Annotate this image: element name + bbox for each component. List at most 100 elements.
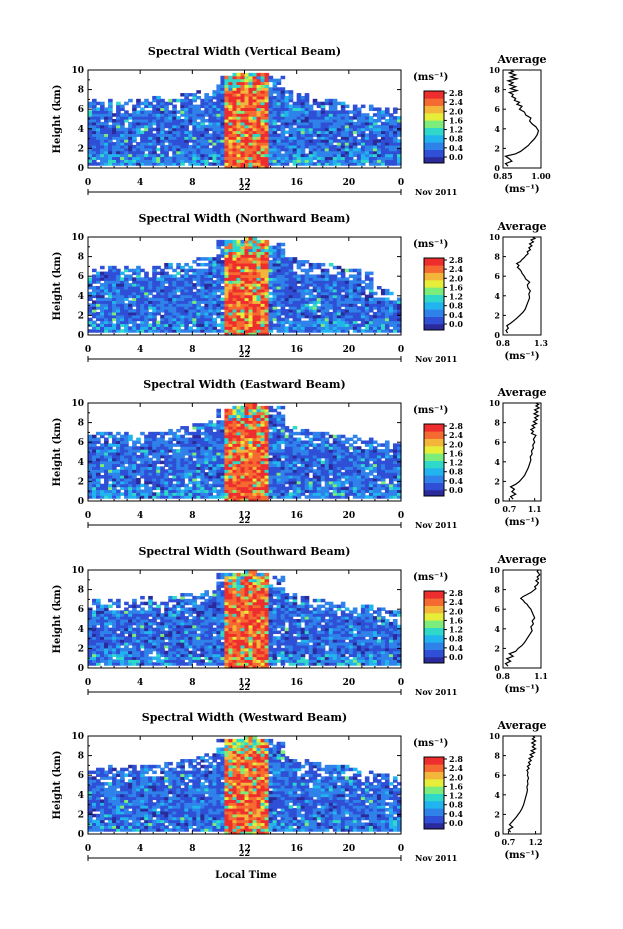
- heatmap-cell: [276, 483, 282, 488]
- heatmap-cell: [324, 311, 330, 316]
- heatmap-cell: [220, 162, 226, 166]
- heatmap-cell: [296, 133, 302, 137]
- heatmap-cell: [232, 411, 238, 416]
- heatmap-cell: [360, 317, 366, 322]
- heatmap-cell: [148, 297, 153, 302]
- heatmap-cell: [392, 306, 398, 310]
- heatmap-cell: [164, 101, 169, 106]
- x-tick-label: 16: [290, 345, 303, 355]
- heatmap-cell: [208, 454, 213, 459]
- heatmap-cell: [348, 116, 354, 120]
- heatmap-cell: [160, 144, 165, 149]
- heatmap-cell: [256, 274, 262, 278]
- heatmap-cell: [208, 153, 213, 158]
- heatmap-cell: [256, 127, 262, 132]
- heatmap-cell: [224, 75, 230, 80]
- heatmap-cell: [236, 414, 242, 419]
- heatmap-cell: [88, 121, 93, 126]
- heatmap-cell: [240, 75, 246, 80]
- heatmap-cell: [220, 116, 226, 120]
- heatmap-cell: [204, 477, 209, 482]
- heatmap-cell: [256, 283, 262, 287]
- heatmap-cell: [232, 303, 238, 307]
- heatmap-cell: [336, 139, 342, 143]
- heatmap-cell: [164, 262, 169, 267]
- heatmap-cell: [100, 286, 105, 290]
- heatmap-cell: [116, 130, 121, 135]
- heatmap-cell: [144, 159, 149, 163]
- heatmap-cell: [264, 75, 270, 80]
- heatmap-cell: [292, 104, 298, 109]
- heatmap-cell: [324, 110, 330, 114]
- heatmap-cell: [248, 248, 254, 253]
- heatmap-cell: [160, 268, 165, 273]
- heatmap-cell: [196, 317, 201, 322]
- heatmap-cell: [220, 124, 226, 129]
- heatmap-cell: [336, 119, 342, 123]
- heatmap-cell: [252, 303, 258, 307]
- heatmap-cell: [128, 483, 133, 488]
- heatmap-cell: [136, 265, 141, 270]
- heatmap-cell: [160, 130, 165, 135]
- heatmap-cell: [264, 271, 270, 276]
- heatmap-cell: [288, 265, 294, 270]
- heatmap-cell: [332, 127, 338, 132]
- heatmap-cell: [144, 323, 149, 327]
- heatmap-cell: [172, 475, 177, 479]
- heatmap-cell: [320, 317, 326, 322]
- heatmap-cell: [312, 98, 318, 103]
- y-axis-label: Height (km): [52, 85, 63, 154]
- heatmap-cell: [256, 320, 262, 325]
- heatmap-cell: [376, 309, 382, 313]
- heatmap-cell: [332, 98, 338, 103]
- heatmap-cell: [200, 156, 205, 160]
- heatmap-cell: [208, 283, 213, 287]
- heatmap-cell: [328, 113, 334, 117]
- heatmap-cell: [236, 150, 242, 155]
- heatmap-cell: [104, 437, 109, 442]
- heatmap-cell: [280, 147, 286, 152]
- heatmap-cell: [276, 300, 282, 304]
- heatmap-cell: [108, 136, 113, 140]
- heatmap-cell: [208, 127, 213, 132]
- heatmap-cell: [180, 127, 185, 132]
- heatmap-cell: [240, 457, 246, 462]
- heatmap-cell: [332, 291, 338, 296]
- heatmap-cell: [360, 121, 366, 126]
- heatmap-cell: [372, 311, 378, 316]
- heatmap-cell: [264, 414, 270, 419]
- heatmap-cell: [132, 107, 137, 111]
- heatmap-cell: [192, 434, 197, 439]
- heatmap-cell: [356, 326, 362, 330]
- heatmap-cell: [164, 446, 169, 450]
- heatmap-cell: [92, 466, 97, 470]
- heatmap-cell: [216, 460, 222, 465]
- heatmap-cell: [128, 466, 133, 470]
- heatmap-cell: [276, 90, 282, 94]
- heatmap-cell: [116, 127, 121, 132]
- heatmap-cell: [244, 124, 250, 129]
- heatmap-cell: [88, 104, 93, 109]
- heatmap-cell: [204, 303, 209, 307]
- heatmap-cell: [272, 101, 278, 106]
- heatmap-cell: [260, 130, 266, 135]
- heatmap-cell: [212, 477, 218, 482]
- heatmap-cell: [172, 107, 177, 111]
- heatmap-cell: [100, 288, 105, 293]
- heatmap-cell: [200, 446, 205, 450]
- heatmap-cell: [220, 428, 226, 433]
- heatmap-cell: [100, 113, 105, 117]
- heatmap-cell: [220, 87, 226, 91]
- heatmap-cell: [272, 460, 278, 465]
- heatmap-cell: [316, 121, 322, 126]
- heatmap-cell: [232, 317, 238, 322]
- heatmap-cell: [156, 300, 161, 304]
- colorbar-frame: [423, 257, 445, 331]
- heatmap-cell: [304, 104, 310, 109]
- heatmap-cell: [264, 469, 270, 473]
- heatmap-cell: [336, 294, 342, 299]
- heatmap-cell: [240, 426, 246, 430]
- heatmap-cell: [280, 303, 286, 307]
- heatmap-cell: [272, 119, 278, 123]
- x-tick-label: 16: [290, 178, 303, 188]
